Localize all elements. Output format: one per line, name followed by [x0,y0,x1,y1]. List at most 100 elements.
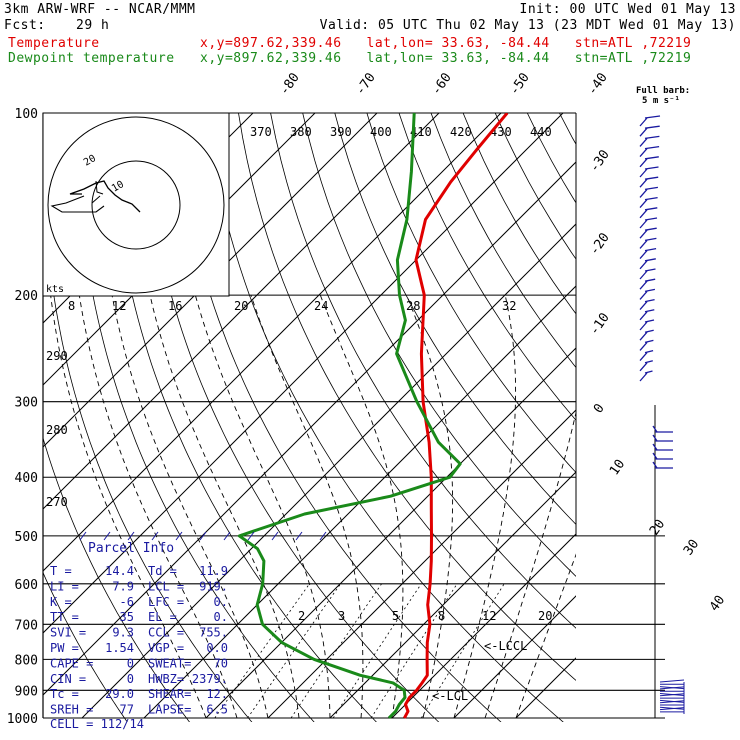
pressure-label: 100 [15,107,38,122]
pressure-label: 1000 [7,712,38,727]
dry-adiabat [239,113,637,731]
parcel-key: LAPSE= [148,703,191,717]
hodograph-speed-label: 8 [68,299,75,313]
isotherm [268,113,740,718]
parcel-value: 0. [214,610,228,624]
dry-adiabat [527,113,740,731]
parcel-value: 11.9 [199,564,228,578]
isotherm-label: -60 [429,70,455,98]
theta-label: 390 [330,125,352,139]
parcel-key: K = [50,595,72,609]
parcel-value: 7.9 [112,579,134,593]
parcel-key: CAPE = [50,656,93,670]
parcel-value: 1.54 [105,641,134,655]
wind-scale: Full barb: 5 m s⁻¹ [636,86,690,106]
mixing-ratio-label: 8 [438,609,445,623]
parcel-value: 12. [206,687,228,701]
isotherm-label: -40 [585,70,611,98]
theta-label: 420 [450,125,472,139]
mixing-ratio-label: 3 [338,609,345,623]
hodograph-speed-label: 16 [168,299,182,313]
pressure-label: 400 [15,471,38,486]
parcel-key: SHEAR= [148,687,191,701]
isotherm-label: 10 [607,457,628,478]
parcel-value: 6.5 [206,703,228,717]
parcel-key: LCL = [148,579,184,593]
moist-adiabat [407,295,453,718]
parcel-info-panel: Parcel InfoT = 14.4 Td = 11.9LI = 7.9 LCL = 91… [43,536,235,731]
parcel-key: VGP = [148,641,184,655]
wind-scale-unit: 5 m s⁻¹ [642,96,680,106]
moist-adiabat [516,295,667,718]
parcel-value: 70 [214,656,228,670]
mixing-ratio-label: 12 [482,609,496,623]
mixing-ratio-line [291,584,382,718]
temperature-profile [404,113,507,718]
isotherm [454,113,740,718]
isotherm-label: 40 [707,593,728,614]
pressure-label: 800 [15,653,38,668]
dry-adiabat [559,113,740,731]
isotherm-label: -30 [587,147,613,175]
isotherm-label: -50 [507,70,533,98]
parcel-key: HWBZ= [148,672,184,686]
parcel-key: LFC = [148,595,184,609]
theta-label: 380 [290,125,312,139]
parcel-key: TT = [50,610,79,624]
lcl-label: <-LCL [432,689,468,703]
pressure-label: 700 [15,618,38,633]
isotherm-label: 20 [647,517,668,538]
parcel-value: 77 [120,703,134,717]
isotherm [0,113,5,718]
parcel-key: EL = [148,610,177,624]
pressure-label: 600 [15,578,38,593]
hodograph-speed-label: 24 [314,299,328,313]
theta-label: 270 [46,495,68,509]
pressure-label: 200 [15,289,38,304]
isotherm-label: -70 [353,70,379,98]
hodograph-speed-label: 32 [502,299,516,313]
parcel-value: 29.0 [105,687,134,701]
theta-label: 280 [46,423,68,437]
theta-label: 370 [250,125,272,139]
isotherm [330,113,740,718]
parcel-value: -6 [120,595,134,609]
isotherm-label: 0 [591,401,608,416]
hodograph-speed-label: 12 [112,299,126,313]
hodograph-speed-label: 28 [406,299,420,313]
isotherm-label: -20 [587,230,613,258]
parcel-cell: CELL = 112/14 [50,717,144,731]
parcel-value: 0 [127,672,134,686]
pressure-label: 300 [15,396,38,411]
parcel-key: Tc = [50,687,79,701]
theta-label: 290 [46,349,68,363]
mixing-ratio-label: 2 [298,609,305,623]
parcel-key: PW = [50,641,79,655]
parcel-key: CIN = [50,672,86,686]
moist-adiabat [485,295,596,718]
parcel-info-title: Parcel Info [88,541,174,556]
pressure-label: 900 [15,684,38,699]
parcel-value: 2379. [192,672,228,686]
theta-label: 400 [370,125,392,139]
parcel-key: CCL = [148,626,184,640]
theta-label: 440 [530,125,552,139]
dry-adiabat [335,113,740,731]
parcel-key: SVI = [50,626,86,640]
hodograph-speed-label: 20 [234,299,248,313]
isotherm-label: 30 [681,537,702,558]
hodograph-unit: kts [46,284,64,295]
parcel-value: 0. [214,595,228,609]
parcel-key: SWEAT= [148,656,191,670]
hodograph: 10 20 kts [43,113,229,296]
parcel-key: Td = [148,564,177,578]
dry-adiabat [367,113,740,731]
parcel-key: LI = [50,579,79,593]
parcel-value: 0 [127,656,134,670]
dry-adiabat [399,113,740,731]
dry-adiabat [688,113,740,731]
parcel-value: 14.4 [105,564,134,578]
dry-adiabat [720,113,740,731]
parcel-value: 755. [199,626,228,640]
